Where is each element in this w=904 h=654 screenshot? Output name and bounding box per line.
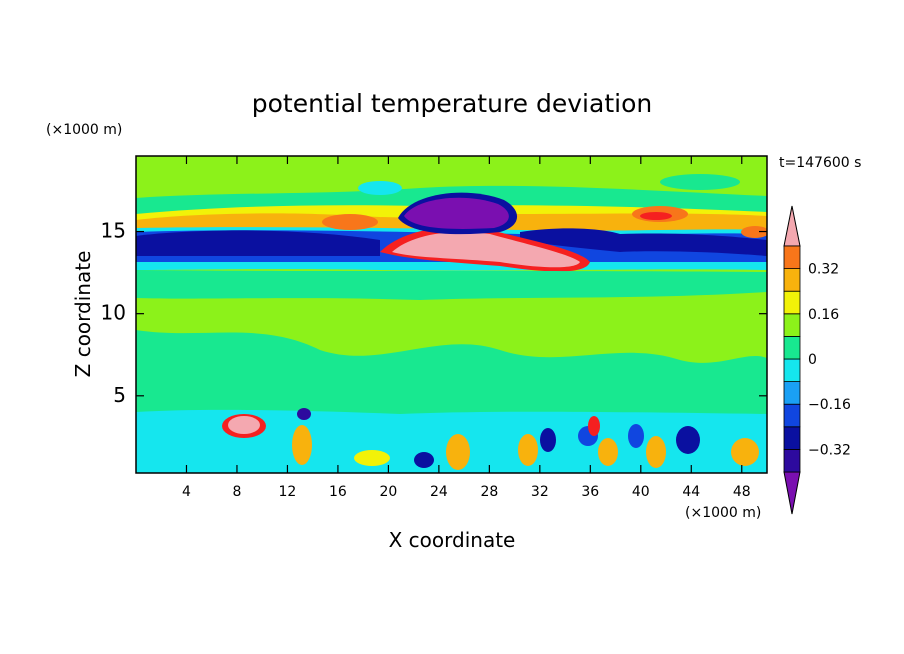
- x-tick-label: 28: [480, 484, 498, 500]
- x-tick-label: 40: [632, 484, 650, 500]
- contour-spot-orange-upper-mid: [322, 214, 378, 230]
- x-axis-ticks: 4 8 12 16 20 24 28 32 36 40 44 48: [182, 156, 751, 500]
- y-tick-label: 10: [101, 301, 126, 325]
- colorbar-over-triangle: [783, 205, 801, 247]
- colorbar: 0.32 0.16 0 −0.16 −0.32: [783, 205, 851, 515]
- contour-lower-navy-1: [676, 426, 700, 454]
- contour-lower-navy-2: [540, 428, 556, 452]
- contour-band-upper-navy: [136, 230, 380, 256]
- contour-lower-orange-1: [292, 425, 312, 465]
- x-tick-label: 48: [733, 484, 751, 500]
- contour-spot-red-right-edge: [741, 226, 767, 238]
- colorbar-band: [783, 358, 801, 383]
- x-tick-label: 20: [379, 484, 397, 500]
- colorbar-band: [783, 290, 801, 315]
- contour-lower-blue-1: [628, 424, 644, 448]
- colorbar-label: 0.16: [808, 307, 839, 323]
- x-tick-label: 12: [279, 484, 297, 500]
- colorbar-band: [783, 403, 801, 428]
- y-axis-unit: (×1000 m): [46, 122, 122, 138]
- plot-frame: [135, 155, 768, 474]
- contour-lower-orange-3: [518, 434, 538, 466]
- x-tick-label: 4: [182, 484, 191, 500]
- colorbar-label: 0.32: [808, 262, 839, 278]
- colorbar-band: [783, 268, 801, 292]
- colorbar-band: [783, 448, 801, 473]
- chart-title: potential temperature deviation: [252, 89, 652, 118]
- contour-band-mid-green: [136, 270, 767, 300]
- contour-plot-area: [136, 156, 767, 473]
- contour-lower-navy-4: [297, 408, 311, 420]
- contour-lower-orange-5: [646, 436, 666, 468]
- contour-spot-cyan-upper: [358, 181, 402, 195]
- contour-lower-red-1: [588, 416, 600, 436]
- x-tick-label: 8: [232, 484, 241, 500]
- colorbar-band: [783, 245, 801, 270]
- contour-lower-pink: [228, 416, 260, 434]
- colorbar-under-triangle: [783, 471, 801, 515]
- x-axis-unit: (×1000 m): [685, 505, 761, 521]
- colorbar-label: −0.32: [808, 442, 851, 458]
- colorbar-band: [783, 381, 801, 405]
- contour-spot-green-right-top: [660, 174, 740, 190]
- x-tick-label: 32: [531, 484, 549, 500]
- time-label: t=147600 s: [779, 155, 861, 171]
- x-tick-label: 24: [430, 484, 448, 500]
- contour-blob-positive-pink: [392, 232, 580, 268]
- contour-lower-orange-6: [731, 438, 759, 466]
- x-axis-label: X coordinate: [389, 528, 516, 552]
- x-tick-label: 36: [581, 484, 599, 500]
- contour-lower-orange-2: [446, 434, 470, 470]
- y-tick-label: 5: [113, 383, 126, 407]
- contour-band-upper-navy-right: [520, 228, 767, 256]
- y-axis-ticks: 5 10 15: [101, 219, 767, 407]
- colorbar-band: [783, 313, 801, 337]
- y-tick-label: 15: [101, 219, 126, 243]
- x-tick-label: 44: [682, 484, 700, 500]
- x-tick-label: 16: [329, 484, 347, 500]
- contour-lower-orange-4: [598, 438, 618, 466]
- contour-blob-negative-purple: [404, 197, 509, 229]
- contour-lower-navy-3: [414, 452, 434, 468]
- contour-lower-yellow-1: [354, 450, 390, 466]
- colorbar-band: [783, 426, 801, 450]
- colorbar-band: [783, 335, 801, 360]
- colorbar-label: −0.16: [808, 397, 851, 413]
- contour-spot-red-upper-right-core: [640, 212, 672, 220]
- colorbar-label: 0: [808, 352, 817, 368]
- y-axis-label: Z coordinate: [71, 251, 95, 378]
